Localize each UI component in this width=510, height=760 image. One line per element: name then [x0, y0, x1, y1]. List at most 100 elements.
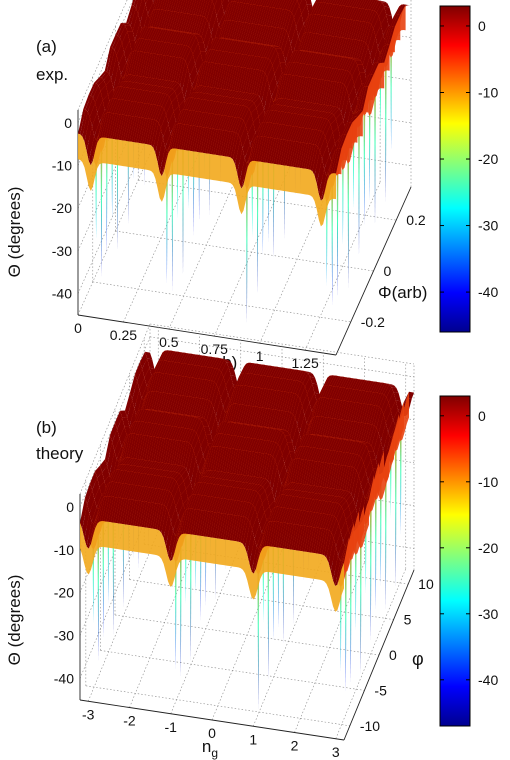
surface-patch: [317, 436, 325, 449]
grid-line: [100, 650, 365, 691]
z-tick-label: -40: [52, 286, 72, 302]
surface-patch: [341, 452, 349, 466]
surface-patch: [379, 394, 387, 410]
surface-patch: [191, 482, 199, 496]
surface-patch: [173, 110, 182, 129]
surface-patch: [335, 376, 343, 387]
surface-patch: [164, 491, 172, 508]
surface-patch: [140, 90, 148, 103]
surface-patch: [372, 0, 380, 11]
surface-patch: [145, 27, 154, 40]
surface-patch: [275, 430, 283, 444]
surface-patch: [286, 62, 294, 75]
surface-patch: [245, 93, 254, 100]
surface-patch: [388, 392, 396, 411]
surface-patch: [262, 58, 271, 73]
surface-patch: [281, 495, 289, 508]
surface-patch: [334, 504, 342, 519]
surface-patch: [296, 76, 304, 101]
surface-patch: [126, 82, 134, 88]
surface-patch: [299, 0, 307, 14]
surface-patch: [326, 488, 334, 496]
surface-patch: [318, 435, 326, 437]
surface-patch: [177, 466, 185, 474]
surface-patch: [377, 35, 386, 54]
surface-patch: [357, 64, 365, 73]
dip-spike: [357, 97, 360, 256]
surface-patch: [314, 104, 322, 111]
surface-patch: [179, 98, 187, 115]
surface-patch: [132, 500, 140, 526]
surface-patch: [318, 169, 327, 201]
colorbar-tick-label: -20: [478, 540, 498, 556]
surface-patch: [295, 63, 303, 76]
surface-patch: [313, 130, 321, 145]
surface-patch: [226, 486, 234, 500]
surface-patch: [228, 384, 236, 401]
surface-patch: [169, 426, 177, 440]
surface-patch: [242, 0, 246, 4]
surface-patch: [302, 393, 310, 415]
surface-patch: [319, 436, 327, 449]
surface-patch: [171, 426, 179, 440]
surface-patch: [229, 66, 237, 91]
surface-patch: [205, 113, 214, 128]
surface-patch: [78, 108, 86, 135]
surface-patch: [192, 365, 200, 378]
surface-patch: [148, 410, 156, 423]
surface-patch: [235, 481, 243, 488]
surface-patch: [276, 105, 285, 112]
surface-patch: [182, 66, 190, 100]
surface-patch: [150, 410, 158, 411]
surface-patch: [307, 51, 316, 53]
surface-patch: [350, 95, 359, 115]
surface-patch: [214, 471, 222, 479]
z-tick-label: -10: [54, 542, 74, 558]
surface-patch: [138, 38, 146, 52]
surface-patch: [165, 56, 173, 81]
surface-patch: [145, 10, 154, 32]
panel-a-sublabel: exp.: [36, 65, 68, 84]
surface-patch: [197, 112, 205, 127]
surface-patch: [143, 410, 151, 423]
surface-patch: [301, 491, 309, 498]
surface-patch: [176, 363, 184, 376]
surface-patch: [179, 363, 187, 376]
surface-patch: [234, 2, 243, 22]
surface-patch: [275, 447, 283, 467]
surface-patch: [243, 424, 251, 425]
surface-patch: [280, 98, 288, 106]
surface-patch: [140, 39, 148, 52]
surface-patch: [219, 130, 228, 156]
grid-line: [92, 281, 351, 323]
surface-patch: [337, 439, 345, 452]
surface-patch: [165, 521, 173, 556]
surface-patch: [291, 126, 300, 142]
surface-patch: [312, 117, 320, 130]
surface-patch: [255, 122, 263, 138]
surface-patch: [261, 26, 270, 45]
surface-patch: [170, 123, 178, 150]
surface-patch: [149, 475, 157, 488]
surface-patch: [155, 462, 163, 470]
surface-patch: [172, 472, 180, 480]
surface-patch: [279, 494, 287, 508]
surface-patch: [320, 67, 329, 80]
surface-patch: [388, 14, 396, 29]
surface-patch: [245, 373, 253, 386]
surface-patch: [278, 522, 286, 548]
surface-patch: [302, 128, 311, 143]
surface-patch: [247, 137, 256, 167]
surface-patch: [319, 136, 328, 159]
surface-patch: [172, 44, 180, 57]
surface-patch: [185, 377, 193, 397]
surface-patch: [347, 7, 356, 20]
surface-patch: [264, 376, 272, 389]
surface-patch: [239, 450, 247, 475]
surface-patch: [286, 392, 294, 412]
surface-patch: [220, 434, 228, 448]
surface-patch: [188, 354, 196, 365]
surface-patch: [259, 0, 265, 6]
surface-patch: [120, 470, 128, 484]
surface-patch: [206, 446, 214, 472]
